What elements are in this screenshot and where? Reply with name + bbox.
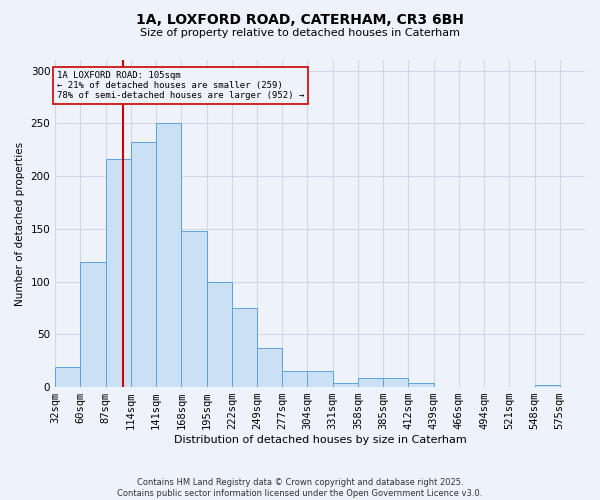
- Bar: [80, 262, 106, 387]
- Bar: [257, 348, 282, 387]
- Bar: [332, 383, 358, 387]
- Bar: [106, 159, 131, 387]
- Bar: [156, 124, 181, 387]
- Text: 1A LOXFORD ROAD: 105sqm
← 21% of detached houses are smaller (259)
78% of semi-d: 1A LOXFORD ROAD: 105sqm ← 21% of detache…: [57, 70, 304, 101]
- Bar: [535, 385, 560, 387]
- Bar: [55, 367, 80, 387]
- Bar: [232, 308, 257, 387]
- Bar: [358, 378, 383, 387]
- Text: Contains HM Land Registry data © Crown copyright and database right 2025.
Contai: Contains HM Land Registry data © Crown c…: [118, 478, 482, 498]
- Bar: [307, 372, 332, 387]
- X-axis label: Distribution of detached houses by size in Caterham: Distribution of detached houses by size …: [174, 435, 466, 445]
- Bar: [282, 372, 307, 387]
- Text: 1A, LOXFORD ROAD, CATERHAM, CR3 6BH: 1A, LOXFORD ROAD, CATERHAM, CR3 6BH: [136, 12, 464, 26]
- Bar: [206, 282, 232, 387]
- Y-axis label: Number of detached properties: Number of detached properties: [15, 142, 25, 306]
- Bar: [181, 231, 206, 387]
- Bar: [131, 142, 156, 387]
- Text: Size of property relative to detached houses in Caterham: Size of property relative to detached ho…: [140, 28, 460, 38]
- Bar: [409, 383, 434, 387]
- Bar: [383, 378, 409, 387]
